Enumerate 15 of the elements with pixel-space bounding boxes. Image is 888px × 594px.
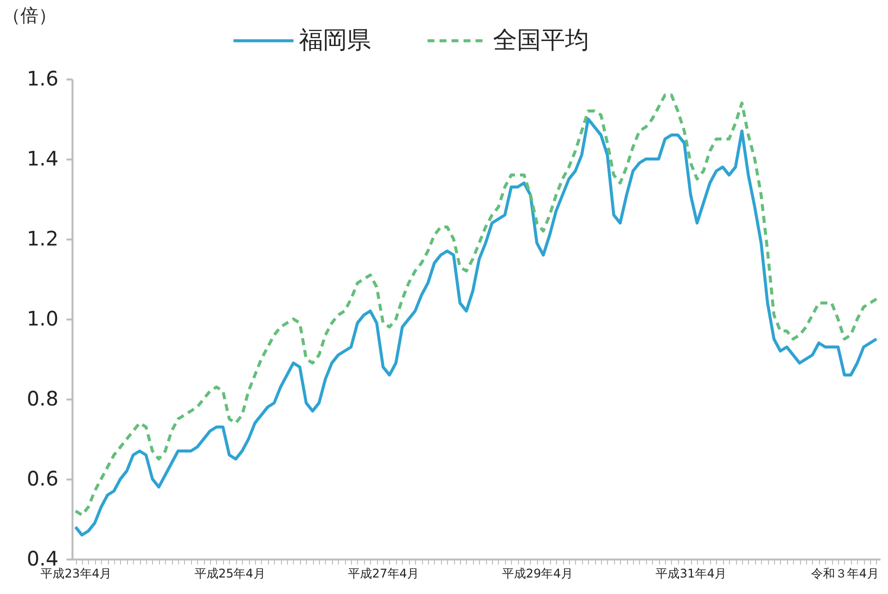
x-tick-label: 平成27年4月	[348, 566, 420, 580]
x-tick-label: 平成29年4月	[502, 566, 573, 580]
y-tick-label: 1.4	[26, 146, 58, 170]
y-tick-label: 1.6	[26, 66, 58, 90]
legend-label: 福岡県	[299, 26, 371, 54]
x-tick-label: 平成25年4月	[194, 566, 266, 580]
y-axis-title: （倍）	[2, 6, 56, 26]
y-tick-label: 0.8	[26, 386, 58, 410]
x-tick-label: 平成31年4月	[656, 566, 727, 580]
legend-label: 全国平均	[493, 26, 589, 54]
y-tick-label: 0.6	[26, 466, 58, 490]
y-tick-label: 1.0	[26, 306, 58, 330]
y-tick-label: 1.2	[26, 226, 58, 250]
x-tick-label: 令和３年4月	[811, 566, 879, 580]
x-tick-label: 平成23年4月	[40, 566, 112, 580]
